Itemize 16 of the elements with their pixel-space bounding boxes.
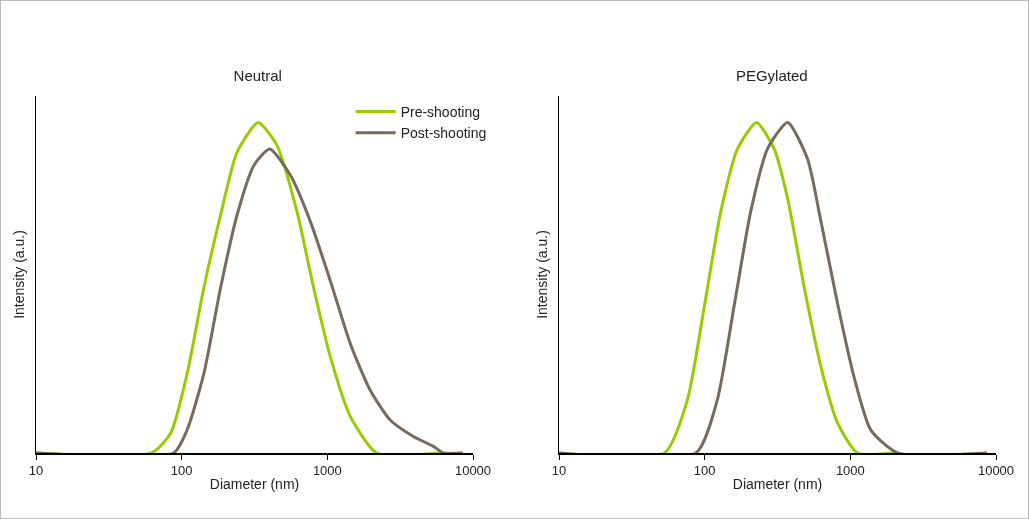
x-tick-label: 1000: [835, 463, 865, 479]
chart-title: PEGylated: [735, 67, 808, 85]
x-axis-title: Diameter (nm): [732, 476, 822, 493]
y-axis-title: Intensity (a.u.): [533, 230, 550, 319]
legend-label: Pre-shooting: [400, 104, 481, 121]
x-tick-label: 10000: [454, 463, 492, 479]
y-axis-title: Intensity (a.u.): [11, 230, 28, 319]
x-tick-label: 10: [28, 463, 44, 479]
x-axis-title: Diameter (nm): [209, 476, 300, 493]
legend-label: Post-shooting: [400, 125, 487, 142]
x-tick-label: 1000: [312, 463, 342, 479]
x-tick-label: 10: [551, 463, 566, 479]
x-tick-label: 100: [693, 463, 716, 479]
x-tick-label: 100: [170, 463, 193, 479]
chart-title: Neutral: [233, 67, 282, 85]
x-tick-label: 10000: [977, 463, 1014, 479]
